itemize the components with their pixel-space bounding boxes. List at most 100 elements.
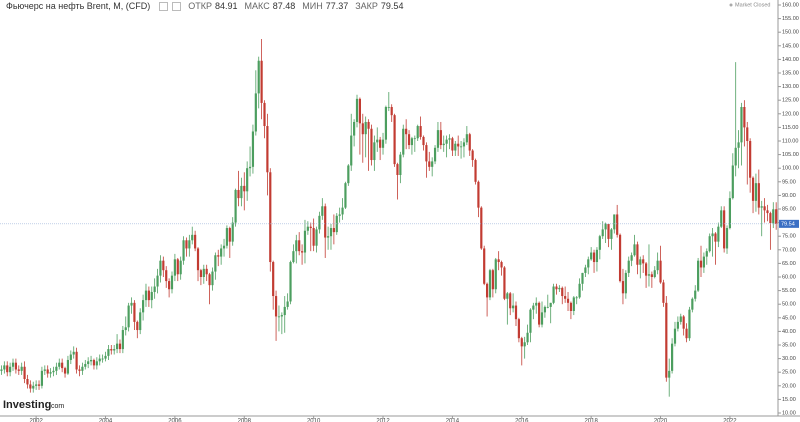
candle-body [699,260,703,268]
y-tick-label: 75.00 [782,234,796,240]
candle-body [685,328,688,339]
candle-body [292,251,295,263]
candle-body [211,271,214,286]
y-tick-label: 135.00 [782,70,799,76]
candle-body [185,240,188,249]
candle-body [714,233,717,242]
y-tick-label: 150.00 [782,30,799,36]
candle-body [266,126,269,173]
candle-body [665,302,668,378]
candle-body [384,107,388,140]
candle-body [627,260,630,273]
x-tick-label: 2020 [654,419,668,422]
candle-body [199,270,203,277]
candle-body [613,214,616,230]
candle-body [587,259,590,268]
last-price-label: 79.54 [781,221,795,227]
candle-body [549,302,552,307]
candle-body [477,181,480,208]
candle-body [535,302,538,306]
brand: Investing [3,399,51,411]
y-tick-label: 50.00 [782,302,796,308]
candle-body [251,131,255,167]
candle-body [130,302,133,306]
candle-body [564,296,567,299]
x-tick-label: 2002 [29,419,43,422]
candle-body [413,138,416,140]
y-tick-label: 105.00 [782,152,799,158]
candle-body [118,343,122,350]
candle-body [419,126,422,137]
x-tick-label: 2022 [723,419,737,422]
header-value: 79.54 [380,1,404,11]
candle-body [682,316,685,329]
candle-body [644,263,648,276]
y-tick-label: 25.00 [782,370,796,376]
candle-body [639,259,642,265]
candle-body [711,233,714,237]
x-tick-label: 2006 [168,419,182,422]
checkbox[interactable] [172,1,182,11]
candle-body [772,209,775,224]
y-tick-label: 115.00 [782,125,798,131]
y-tick-label: 85.00 [782,206,796,212]
candle-body [81,366,84,371]
candle-body [734,147,737,166]
candle-body [300,251,304,253]
candle-body [688,309,691,339]
candle-body [624,272,627,294]
status-dot [729,3,733,7]
candle-body [272,262,275,297]
candle-body [717,226,720,242]
candle-body [540,312,544,325]
y-tick-label: 20.00 [782,383,796,389]
candle-body [723,210,726,249]
candle-body [607,223,610,239]
candle-body [58,362,61,367]
y-tick-label: 60.00 [782,274,796,280]
candle-body [370,128,373,161]
candle-body [139,312,142,331]
candle-body [373,142,376,161]
candle-body [194,234,197,249]
x-tick-label: 2012 [376,419,390,422]
candle-body [454,143,457,151]
candle-body [763,206,766,211]
candle-body [402,128,405,155]
candle-body [136,321,139,331]
candle-body [633,244,636,256]
candle-body [393,115,396,165]
candle-body [124,327,127,331]
candle-body [338,214,341,216]
candle-body [673,328,677,344]
candle-body [708,236,711,252]
y-tick-label: 145.00 [782,43,799,49]
candle-body [104,355,107,359]
checkbox[interactable] [159,1,169,11]
candle-body [647,274,651,276]
candle-body [754,183,758,201]
candle-body [610,229,613,239]
y-tick-label: 100.00 [782,166,799,172]
candle-body [558,287,561,290]
candle-body [176,259,179,275]
candle-body [11,362,15,367]
candle-body [283,306,286,316]
candle-body [743,107,746,128]
candle-body [113,349,116,351]
candle-body [321,206,324,216]
candle-body [347,165,350,184]
candle-body [263,102,266,127]
candle-body [277,316,281,318]
y-tick-label: 55.00 [782,288,796,294]
candle-body [431,161,434,167]
header-label: МИН [302,1,323,11]
candle-body [43,369,46,371]
candle-body [32,385,35,389]
candle-body [355,98,359,122]
candle-body [298,240,301,252]
candle-body [552,286,555,303]
candle-body [202,268,205,277]
candle-body [361,123,364,135]
